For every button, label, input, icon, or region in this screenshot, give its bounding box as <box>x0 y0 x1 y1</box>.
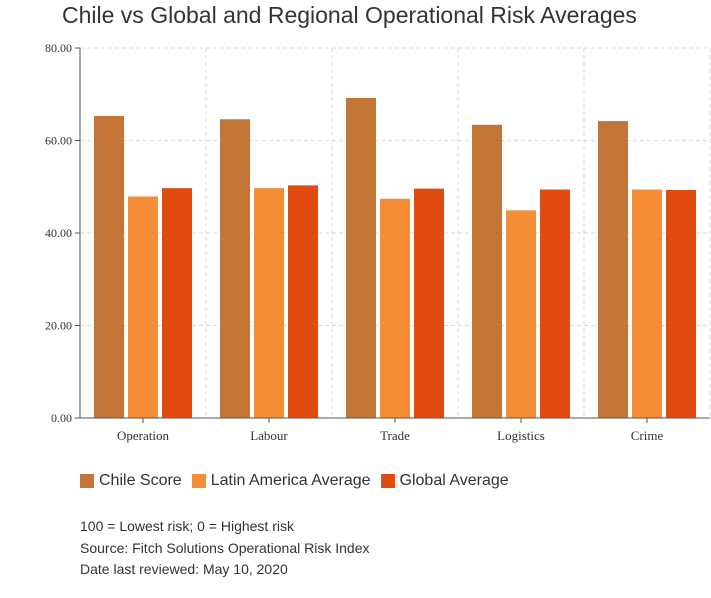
bar-global-average-operation[interactable] <box>162 188 192 418</box>
bar-chile-score-trade[interactable] <box>346 97 376 418</box>
chart-title: Chile vs Global and Regional Operational… <box>62 2 637 28</box>
bar-chart: 0.00 20.00 40.00 60.00 80.00 Operation Labour… <box>45 41 711 443</box>
legend-item-chile-score[interactable]: Chile Score <box>80 472 182 490</box>
y-tick-label: 0.00 <box>51 411 72 425</box>
legend-swatch <box>80 474 94 488</box>
x-tick-label: Logistics <box>497 428 545 443</box>
legend-swatch <box>380 474 395 488</box>
bar-chile-score-logistics[interactable] <box>472 124 502 419</box>
x-tick-label: Operation <box>117 428 169 443</box>
bar-chile-score-crime[interactable] <box>598 121 628 418</box>
y-tick-label: 20.00 <box>45 319 72 333</box>
x-tick-label: Crime <box>631 428 664 443</box>
y-tick-label: 40.00 <box>45 226 72 240</box>
y-tick-label: 80.00 <box>45 41 72 55</box>
bar-latin-america-average-logistics[interactable] <box>506 210 536 418</box>
x-tick-label: Labour <box>250 428 288 443</box>
bar-global-average-labour[interactable] <box>288 185 318 418</box>
bar-latin-america-average-crime[interactable] <box>632 189 662 418</box>
bar-global-average-crime[interactable] <box>666 189 696 418</box>
bar-global-average-trade[interactable] <box>414 188 444 418</box>
note-source: Source: Fitch Solutions Operational Risk… <box>80 539 370 556</box>
y-axis-ticks: 0.00 20.00 40.00 60.00 80.00 <box>45 41 80 425</box>
note-date: Date last reviewed: May 10, 2020 <box>80 561 288 577</box>
x-axis-ticks: Operation Labour Trade Logistics Crime <box>117 418 663 443</box>
chart-notes: 100 = Lowest risk; 0 = Highest risk Sour… <box>80 516 369 581</box>
bar-latin-america-average-labour[interactable] <box>254 188 284 418</box>
bar-latin-america-average-operation[interactable] <box>128 196 158 418</box>
legend-label: Chile Score <box>99 472 182 489</box>
bar-latin-america-average-trade[interactable] <box>380 198 410 418</box>
bar-chile-score-operation[interactable] <box>94 115 124 419</box>
legend-item-latin-america-average[interactable]: Latin America Average <box>191 472 371 490</box>
legend: Chile Score Latin America Average Global… <box>80 472 519 490</box>
legend-label: Global Average <box>399 472 509 489</box>
bar-global-average-logistics[interactable] <box>540 189 570 418</box>
legend-swatch <box>191 474 206 488</box>
legend-label: Latin America Average <box>210 472 371 489</box>
y-tick-label: 60.00 <box>45 134 72 148</box>
bars <box>94 97 696 419</box>
note-scale: 100 = Lowest risk; 0 = Highest risk <box>80 518 294 534</box>
legend-item-global-average[interactable]: Global Average <box>380 472 509 490</box>
bar-chile-score-labour[interactable] <box>220 119 250 418</box>
x-tick-label: Trade <box>380 428 410 443</box>
